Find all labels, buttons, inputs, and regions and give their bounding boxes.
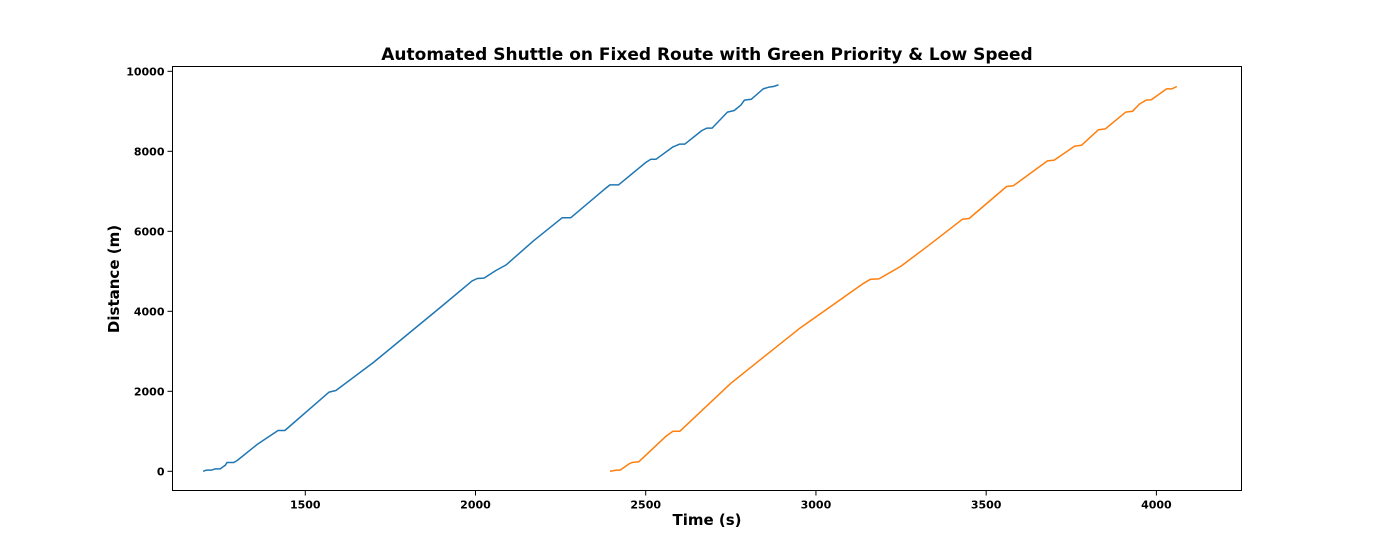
y-tick-label: 4000	[134, 305, 165, 318]
y-tick-label: 10000	[126, 65, 165, 78]
x-tick-label: 3500	[971, 499, 1002, 512]
y-tick-label: 6000	[134, 225, 165, 238]
x-axis-ticks: 1500 2000 2500 3000 3500 4000	[290, 490, 1172, 512]
x-tick-label: 1500	[290, 499, 321, 512]
x-tick-label: 3000	[801, 499, 832, 512]
series-line-2	[609, 85, 1178, 473]
x-axis-label: Time (s)	[672, 511, 741, 529]
y-tick-label: 8000	[134, 145, 165, 158]
data-series	[202, 84, 1178, 473]
y-tick-label: 2000	[134, 385, 165, 398]
y-tick-label: 0	[157, 465, 165, 478]
x-tick-label: 2500	[630, 499, 661, 512]
x-tick-label: 4000	[1141, 499, 1172, 512]
chart-title: Automated Shuttle on Fixed Route with Gr…	[381, 45, 1032, 65]
series-line-1	[202, 84, 779, 473]
y-axis-ticks: 0 2000 4000 6000 8000 10000	[126, 65, 173, 478]
y-axis-label: Distance (m)	[105, 225, 123, 333]
plot-area	[172, 66, 1242, 491]
x-tick-label: 2000	[460, 499, 491, 512]
